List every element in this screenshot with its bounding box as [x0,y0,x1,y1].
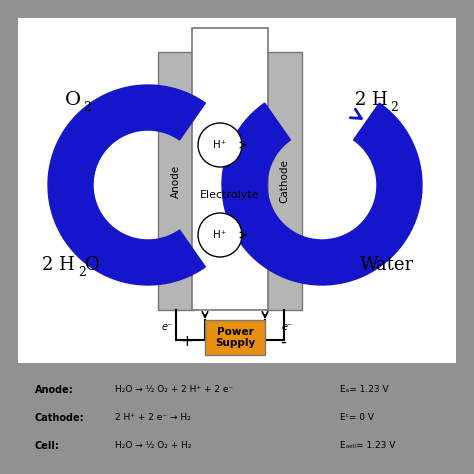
Text: Cathode: Cathode [279,159,289,203]
Text: Eᶜ= 0 V: Eᶜ= 0 V [340,413,374,422]
Text: 2: 2 [78,265,86,279]
Text: e⁻: e⁻ [162,322,173,332]
Text: Electrolyte: Electrolyte [200,190,260,200]
Text: H⁺: H⁺ [213,140,227,150]
Polygon shape [222,103,422,285]
Text: Cell:: Cell: [35,441,60,451]
Text: Power
Supply: Power Supply [215,327,255,348]
Text: +: + [181,334,193,349]
Circle shape [198,213,242,257]
Text: O: O [65,91,81,109]
Text: Anode:: Anode: [35,385,74,395]
Bar [158,52,194,310]
Text: -: - [280,332,286,350]
Text: 2 H⁺ + 2 e⁻ → H₂: 2 H⁺ + 2 e⁻ → H₂ [115,413,191,422]
Text: 2 H: 2 H [355,91,388,109]
Polygon shape [48,85,205,285]
Text: Eₐ= 1.23 V: Eₐ= 1.23 V [340,385,389,394]
Bar [205,320,265,355]
Text: Cathode:: Cathode: [35,413,85,423]
Text: Anode: Anode [171,164,181,198]
Bar [18,18,456,363]
Text: 2 H: 2 H [42,256,75,274]
Bar [192,28,268,310]
Text: Water: Water [360,256,414,274]
Text: H₂O → ½ O₂ + H₂: H₂O → ½ O₂ + H₂ [115,441,191,450]
Text: H⁺: H⁺ [213,230,227,240]
Bar [0,365,474,474]
Text: 2: 2 [390,100,398,113]
Text: H₂O → ½ O₂ + 2 H⁺ + 2 e⁻: H₂O → ½ O₂ + 2 H⁺ + 2 e⁻ [115,385,233,394]
Bar [266,52,302,310]
Circle shape [198,123,242,167]
Text: O: O [85,256,100,274]
Text: Eₐₑₗₗ= 1.23 V: Eₐₑₗₗ= 1.23 V [340,441,395,450]
Text: e⁻: e⁻ [282,322,293,332]
Text: 2: 2 [83,100,91,113]
